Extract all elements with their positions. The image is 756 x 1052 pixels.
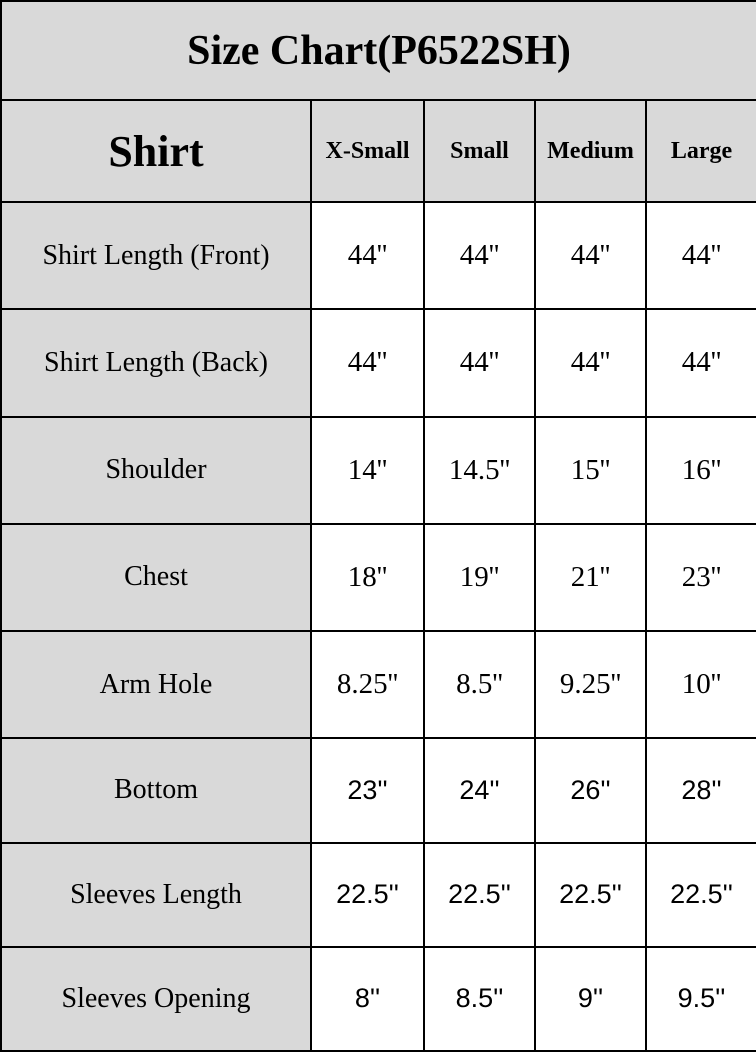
size-column-header: X-Small: [310, 99, 425, 203]
measurement-value-cell: 24'': [423, 737, 536, 844]
measurement-value-cell: 28'': [644, 737, 756, 844]
measurement-value-cell: 8'': [310, 945, 425, 1052]
measurement-value-cell: 8.25'': [310, 630, 425, 740]
measurement-value-cell: 44'': [534, 308, 647, 418]
measurement-value-cell: 8.5'': [423, 630, 536, 740]
measurement-value-cell: 22.5'': [423, 841, 536, 948]
measurement-value-cell: 44'': [644, 200, 756, 311]
measurement-row-label: Shirt Length (Front): [0, 200, 312, 311]
measurement-value-cell: 9.25'': [534, 630, 647, 740]
measurement-row-label: Shirt Length (Back): [0, 308, 312, 418]
measurement-value-cell: 44'': [423, 200, 536, 311]
table-row: Arm Hole 8.25'' 8.5'' 9.25'' 10'': [0, 630, 756, 740]
title-row: Size Chart(P6522SH): [0, 0, 756, 101]
measurement-value-cell: 23'': [644, 522, 756, 633]
size-column-header: Small: [423, 99, 536, 203]
table-row: Bottom 23'' 24'' 26'' 28'': [0, 737, 756, 844]
measurement-value-cell: 21'': [534, 522, 647, 633]
measurement-row-label: Chest: [0, 522, 312, 633]
measurement-row-label: Sleeves Opening: [0, 945, 312, 1052]
measurement-value-cell: 22.5'': [644, 841, 756, 948]
measurement-row-label: Bottom: [0, 737, 312, 844]
size-column-header: Medium: [534, 99, 647, 203]
measurement-value-cell: 9'': [534, 945, 647, 1052]
measurement-value-cell: 44'': [423, 308, 536, 418]
size-column-header: Large: [644, 99, 756, 203]
measurement-row-label: Shoulder: [0, 415, 312, 525]
header-row: Shirt X-Small Small Medium Large: [0, 99, 756, 203]
table-row: Shoulder 14'' 14.5'' 15'' 16'': [0, 415, 756, 525]
chart-title: Size Chart(P6522SH): [0, 0, 756, 101]
measurement-value-cell: 22.5'': [310, 841, 425, 948]
table-row: Shirt Length (Back) 44'' 44'' 44'' 44'': [0, 308, 756, 418]
measurement-value-cell: 16'': [644, 415, 756, 525]
measurement-value-cell: 9.5'': [644, 945, 756, 1052]
measurement-row-label: Arm Hole: [0, 630, 312, 740]
measurement-value-cell: 18'': [310, 522, 425, 633]
table-row: Chest 18'' 19'' 21'' 23'': [0, 522, 756, 633]
measurement-value-cell: 19'': [423, 522, 536, 633]
measurement-value-cell: 23'': [310, 737, 425, 844]
measurement-value-cell: 44'': [534, 200, 647, 311]
measurement-value-cell: 14.5'': [423, 415, 536, 525]
table-row: Sleeves Opening 8'' 8.5'' 9'' 9.5'': [0, 945, 756, 1052]
measurement-value-cell: 8.5'': [423, 945, 536, 1052]
measurement-value-cell: 14'': [310, 415, 425, 525]
measurement-row-label: Sleeves Length: [0, 841, 312, 948]
table-row: Shirt Length (Front) 44'' 44'' 44'' 44'': [0, 200, 756, 311]
measurement-value-cell: 26'': [534, 737, 647, 844]
measurement-value-cell: 10'': [644, 630, 756, 740]
corner-header-shirt: Shirt: [0, 99, 312, 203]
measurement-value-cell: 22.5'': [534, 841, 647, 948]
measurement-value-cell: 44'': [310, 200, 425, 311]
table-row: Sleeves Length 22.5'' 22.5'' 22.5'' 22.5'': [0, 841, 756, 948]
measurement-value-cell: 44'': [644, 308, 756, 418]
measurement-value-cell: 15'': [534, 415, 647, 525]
measurement-value-cell: 44'': [310, 308, 425, 418]
